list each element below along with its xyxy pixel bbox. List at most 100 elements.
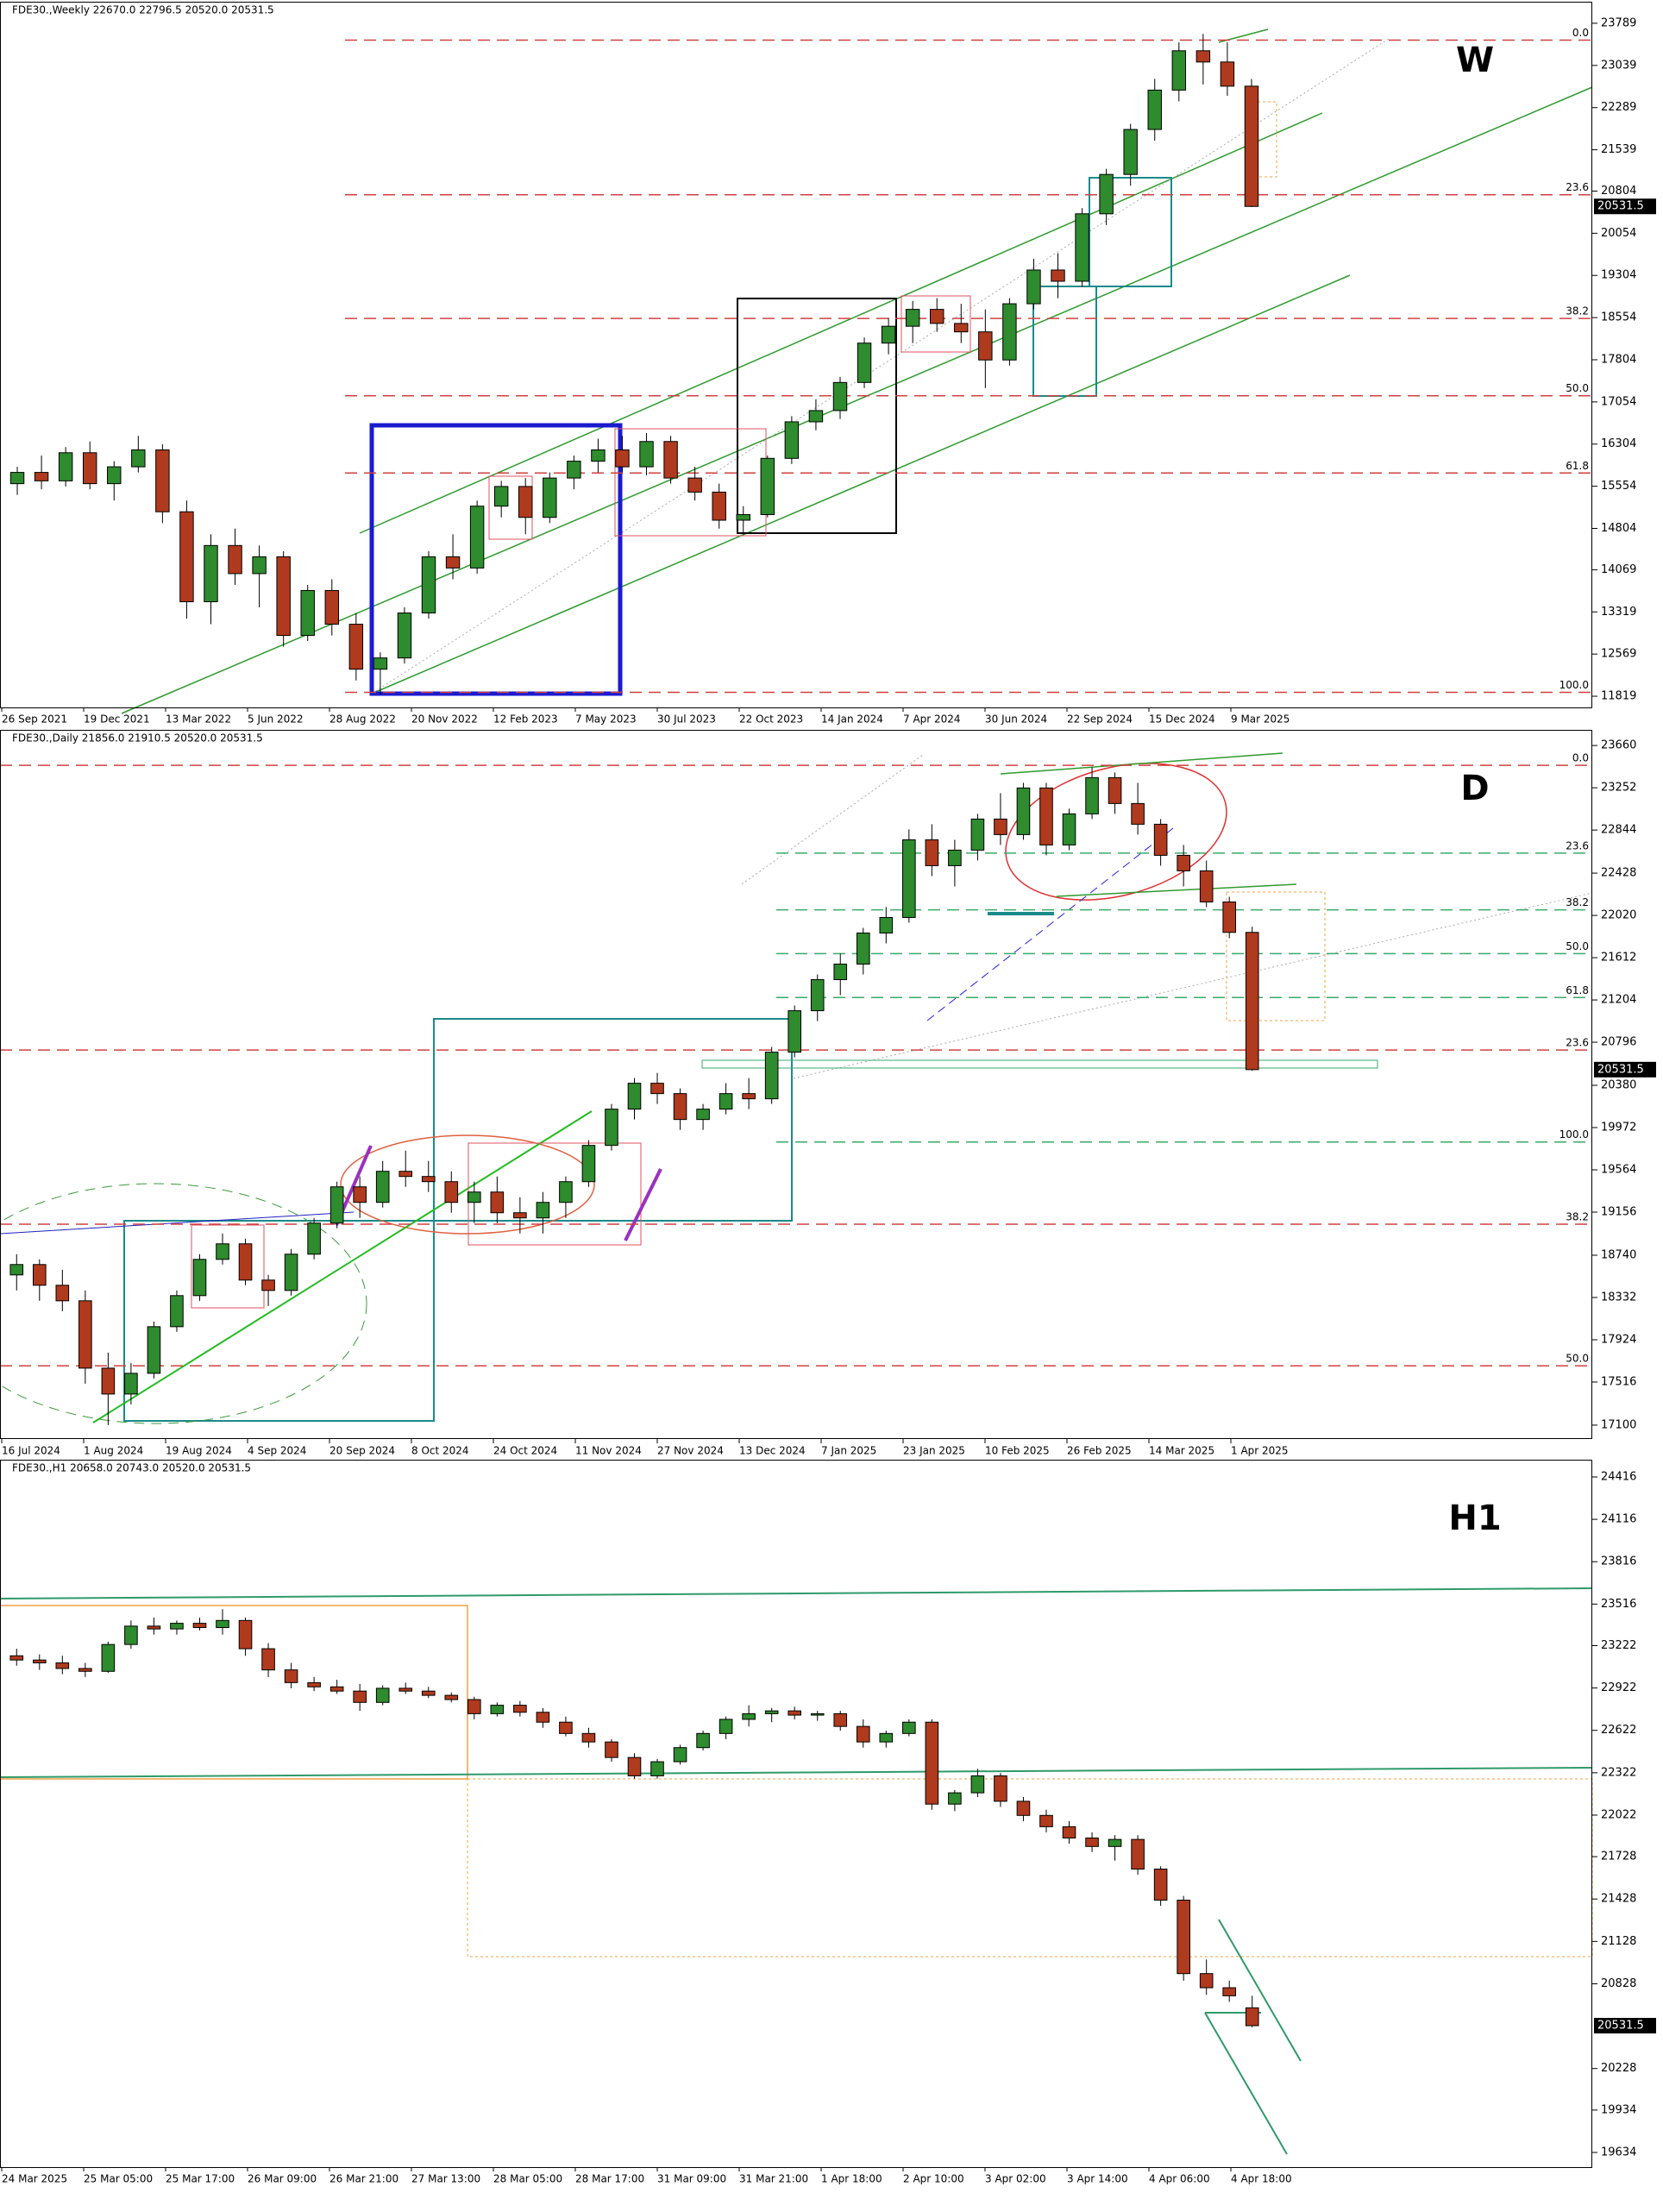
x-tick-label: 20 Nov 2022 [411, 713, 478, 726]
candle-body [719, 1719, 733, 1734]
candle-body [1195, 50, 1211, 63]
candle-body [764, 1710, 779, 1714]
candle-body [673, 1747, 687, 1763]
y-tick-label: 18332 [1601, 1291, 1636, 1304]
x-tick-label: 4 Apr 06:00 [1149, 2173, 1210, 2185]
y-tick-label: 20228 [1601, 2062, 1636, 2075]
candle-body [742, 1712, 756, 1720]
x-tick-label: 5 Jun 2022 [248, 713, 304, 726]
candle-body [1222, 901, 1237, 933]
candle-body [856, 1725, 870, 1743]
candle-body [9, 1655, 24, 1661]
candle-body [639, 441, 654, 468]
candle-body [238, 1619, 253, 1650]
y-tick-label: 22022 [1601, 1808, 1636, 1821]
candle-body [1177, 854, 1190, 871]
candle-body [444, 1181, 459, 1203]
candle-body [605, 1109, 618, 1147]
y-tick-label: 17516 [1601, 1375, 1636, 1388]
x-tick-label: 26 Mar 21:00 [329, 2173, 398, 2185]
candle-body [32, 1659, 47, 1663]
candle-body [994, 1775, 1007, 1802]
x-tick-label: 25 Mar 17:00 [166, 2173, 235, 2185]
y-tick-label: 19156 [1601, 1206, 1636, 1219]
candle-body [238, 1243, 253, 1281]
candle-body [513, 1212, 527, 1219]
x-tick-label: 15 Dec 2024 [1149, 713, 1215, 726]
candle-body [1222, 1987, 1237, 1996]
candle-body [559, 1181, 573, 1203]
y-tick-label: 22922 [1601, 1681, 1636, 1694]
x-tick-label: 24 Mar 2025 [2, 2173, 67, 2185]
price-tag [1594, 2018, 1656, 2034]
candle-body [696, 1732, 710, 1749]
candle-body [1085, 776, 1099, 814]
x-tick-label: 3 Apr 02:00 [985, 2173, 1046, 2185]
y-tick-label: 23816 [1601, 1555, 1636, 1568]
y-tick-label: 17924 [1601, 1333, 1636, 1346]
x-tick-label: 31 Mar 09:00 [657, 2173, 726, 2185]
y-tick-label: 22622 [1601, 1724, 1636, 1737]
charts: FDE30.,Weekly 22670.0 22796.5 20520.0 20… [0, 4, 1656, 2185]
x-tick-label: 7 May 2023 [575, 713, 637, 726]
x-tick-label: 28 Aug 2022 [329, 713, 396, 726]
fib-label: 23.6 [1566, 839, 1589, 851]
candle-body [155, 449, 170, 512]
candle-body [445, 556, 461, 569]
candle-body [1123, 129, 1138, 175]
candle-body [124, 1625, 138, 1645]
candle-body [1244, 85, 1259, 207]
candle-body [650, 1083, 664, 1095]
y-tick-label: 20796 [1601, 1036, 1636, 1049]
candle-body [833, 1712, 848, 1727]
candle-body [1177, 1900, 1190, 1975]
candle-body [696, 1109, 710, 1121]
y-tick-label: 20380 [1601, 1079, 1636, 1092]
y-tick-label: 12569 [1601, 648, 1636, 661]
current-price: 20531.5 [1597, 1063, 1644, 1076]
candle-body [468, 1191, 481, 1203]
candle-body [261, 1279, 275, 1291]
candle-body [719, 1093, 733, 1110]
x-tick-label: 3 Apr 14:00 [1067, 2173, 1128, 2185]
candle-body [375, 1687, 390, 1703]
candle-body [832, 381, 848, 412]
timeframe-label: H1 [1448, 1499, 1501, 1538]
candle-body [808, 410, 824, 423]
candle-body [879, 1732, 894, 1743]
fib-label: 38.2 [1566, 1210, 1589, 1222]
x-tick-label: 7 Jan 2025 [821, 1445, 876, 1457]
y-tick-label: 14069 [1601, 563, 1636, 576]
y-tick-label: 22020 [1601, 909, 1636, 922]
candle-body [398, 1171, 413, 1178]
candle-body [353, 1186, 367, 1203]
candle-body [421, 1690, 436, 1696]
daily-drawings [0, 752, 1593, 1424]
candle-body [948, 1792, 962, 1805]
fib-label: 61.8 [1566, 460, 1589, 472]
x-tick-label: 4 Sep 2024 [248, 1445, 306, 1457]
x-tick-label: 20 Sep 2024 [329, 1445, 395, 1457]
candle-body [833, 964, 848, 981]
weekly-drawings [121, 28, 1593, 714]
x-tick-label: 13 Dec 2024 [739, 1445, 806, 1457]
candle-body [978, 331, 993, 361]
chart-header: FDE30.,H1 20658.0 20743.0 20520.0 20531.… [12, 1462, 251, 1474]
candle-body [810, 979, 825, 1012]
candle-body [543, 477, 557, 518]
candle-body [591, 449, 606, 462]
candle-body [34, 472, 49, 481]
timeframe-label: W [1456, 41, 1494, 80]
candle-body [673, 1093, 687, 1121]
candle-body [353, 1690, 367, 1703]
candle-body [1153, 823, 1168, 856]
candle-body [397, 613, 412, 659]
candle-body [131, 449, 146, 468]
candle-body [650, 1761, 664, 1776]
y-tick-label: 23660 [1601, 739, 1636, 752]
candle-body [147, 1625, 161, 1630]
x-tick-label: 16 Jul 2024 [2, 1445, 60, 1457]
candle-body [881, 325, 896, 344]
candle-body [373, 657, 388, 670]
x-tick-label: 26 Feb 2025 [1067, 1445, 1132, 1457]
